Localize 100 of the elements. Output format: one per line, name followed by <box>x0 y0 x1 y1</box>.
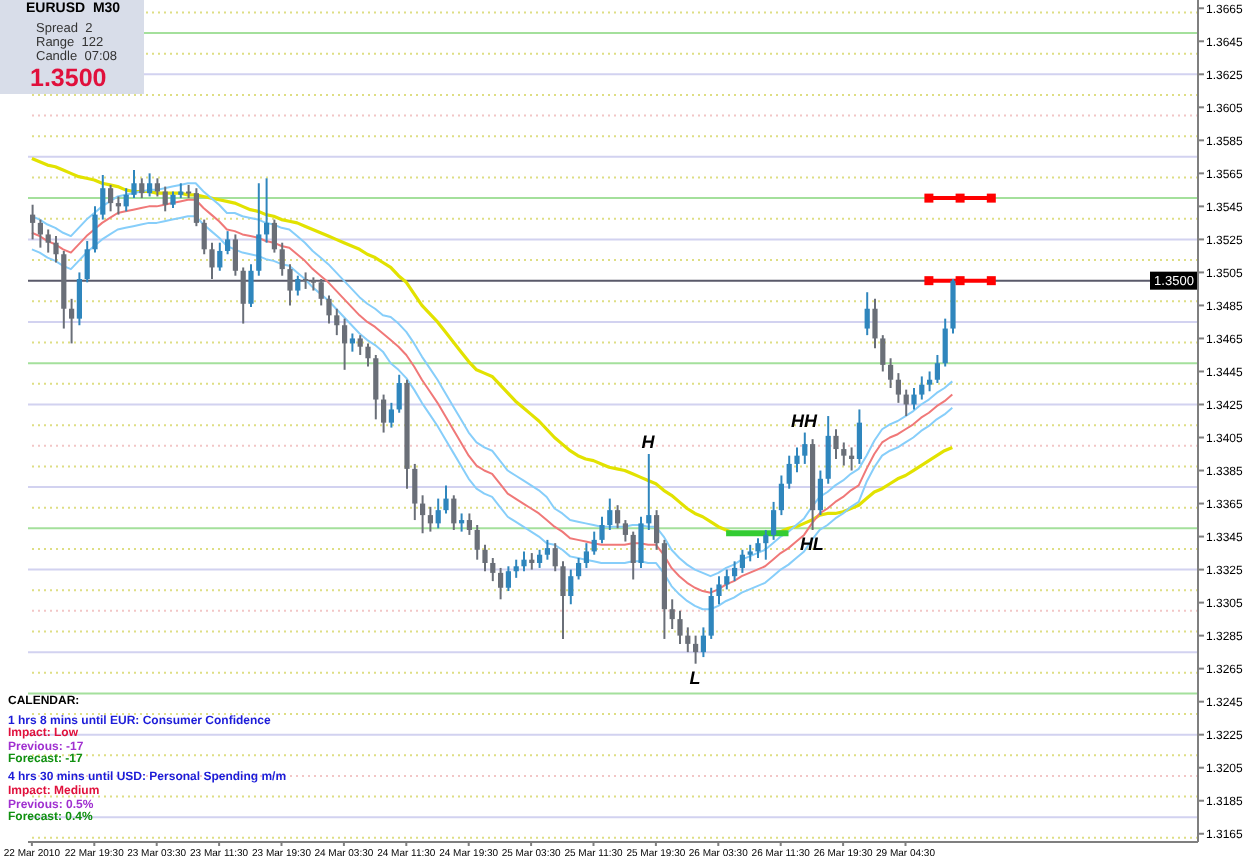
candlestick <box>498 566 504 601</box>
annotation: L <box>689 667 701 688</box>
candlestick <box>646 453 652 531</box>
annotation: HH <box>791 410 819 431</box>
candlestick <box>927 370 933 393</box>
candlestick <box>92 205 98 254</box>
candlestick <box>217 241 223 272</box>
candlestick <box>544 538 550 561</box>
candlestick <box>271 218 277 254</box>
candlestick <box>318 278 324 307</box>
candlestick <box>342 317 348 371</box>
candlestick <box>147 172 153 198</box>
candlestick <box>37 218 43 249</box>
candlestick <box>576 557 582 581</box>
candlestick <box>732 560 738 583</box>
candlestick <box>552 542 558 573</box>
candlestick <box>700 626 706 659</box>
candlestick <box>108 183 114 213</box>
candlestick <box>295 274 301 297</box>
candlestick <box>950 278 956 335</box>
candlestick <box>420 494 426 535</box>
candlestick <box>786 454 792 490</box>
candlestick <box>669 598 675 631</box>
candlestick <box>568 568 574 606</box>
candlestick <box>895 372 901 404</box>
candlestick <box>45 228 51 254</box>
candlestick <box>583 542 589 569</box>
candlestick <box>310 276 316 292</box>
candlestick <box>193 187 199 228</box>
candlestick <box>708 586 714 640</box>
candlestick <box>607 497 613 531</box>
candlestick <box>880 334 886 373</box>
candlestick <box>825 415 831 485</box>
candlestick <box>591 530 597 556</box>
candlestick <box>154 177 160 198</box>
candlestick <box>248 263 254 309</box>
candlestick <box>349 332 355 353</box>
candlestick <box>209 241 215 281</box>
candlestick <box>53 235 59 264</box>
candlestick <box>396 373 402 414</box>
candlestick <box>794 446 800 474</box>
candlestick <box>326 294 332 325</box>
candlestick <box>888 357 894 389</box>
candlestick <box>474 524 480 561</box>
candlestick <box>654 509 660 551</box>
candlestick <box>139 177 145 200</box>
candlestick <box>630 530 636 581</box>
candlestick <box>513 558 519 579</box>
candlestick <box>373 353 379 421</box>
candlestick <box>778 474 784 517</box>
candlestick <box>716 575 722 606</box>
candlestick <box>162 185 168 213</box>
candlestick <box>412 462 418 522</box>
candlestick <box>232 233 238 277</box>
candlestick <box>123 187 129 213</box>
candlestick <box>76 271 82 327</box>
candlestick <box>693 634 699 665</box>
candlestick <box>287 263 293 307</box>
candlestick <box>100 174 106 221</box>
candlestick <box>482 543 488 573</box>
candlestick <box>537 548 543 569</box>
candlestick <box>638 515 644 569</box>
candlestick <box>443 484 449 515</box>
candlestick <box>466 512 472 536</box>
candlestick <box>817 469 823 517</box>
candlestick <box>599 515 605 545</box>
candlestick <box>365 342 371 368</box>
candlestick <box>521 550 527 573</box>
candlestick <box>225 230 231 256</box>
candlestick <box>451 494 457 531</box>
candlestick <box>802 431 808 465</box>
candlestick <box>622 519 628 543</box>
candlestick <box>934 353 940 385</box>
candlestick <box>833 428 839 460</box>
candlestick <box>560 560 566 640</box>
candlestick <box>763 528 769 561</box>
candlestick <box>30 203 36 241</box>
candlestick <box>872 297 878 350</box>
candlestick <box>724 568 730 591</box>
candlestick <box>942 317 948 368</box>
candlestick <box>755 537 761 560</box>
candlestick <box>864 291 870 337</box>
candlestick <box>256 182 262 277</box>
candlestick <box>427 505 433 533</box>
candlestick <box>505 565 511 593</box>
candlestick <box>841 441 847 467</box>
candlestick <box>69 297 75 345</box>
candlestick <box>279 241 285 277</box>
candlestick <box>240 266 246 325</box>
candlestick <box>856 408 862 465</box>
candlestick <box>911 386 917 411</box>
candlestick <box>677 609 683 645</box>
candlestick <box>615 504 621 530</box>
candlestick <box>435 497 441 530</box>
candlestick <box>490 557 496 583</box>
candlestick <box>334 307 340 337</box>
candlestick <box>739 548 745 574</box>
candlestick <box>264 177 270 244</box>
annotation: HL <box>799 533 824 554</box>
candlestick <box>381 393 387 434</box>
